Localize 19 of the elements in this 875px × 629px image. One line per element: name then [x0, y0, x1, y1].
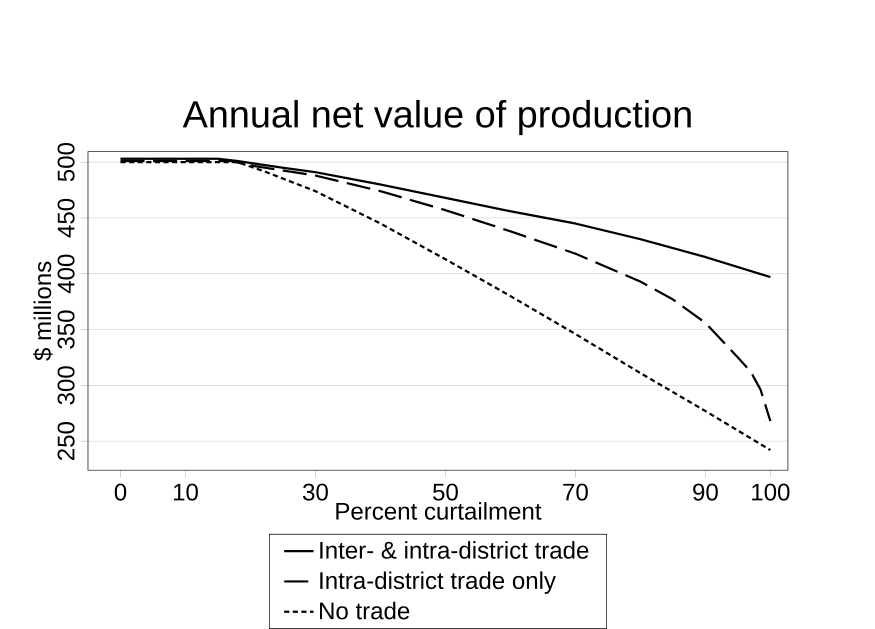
y-axis-title: $ millions [33, 262, 53, 361]
legend-label: Intra-district trade only [320, 571, 556, 594]
x-tick-label: 70 [563, 484, 588, 501]
y-tick-label: 500 [58, 143, 75, 182]
x-tick-label: 30 [302, 484, 328, 501]
x-tick-label: 50 [433, 484, 458, 501]
x-axis-title: Percent curtailment [336, 502, 542, 520]
y-tick-label: 250 [58, 422, 75, 460]
y-tick-label: 350 [58, 310, 75, 349]
x-tick-label: 90 [693, 484, 718, 501]
chart-title: Annual net value of production [182, 100, 691, 136]
legend-label: Inter- & intra-district trade [320, 541, 588, 559]
y-tick-label: 450 [58, 198, 75, 238]
legend-label: No trade [320, 602, 410, 620]
y-tick-label: 300 [58, 366, 75, 405]
x-tick-label: 100 [752, 484, 790, 501]
x-tick-label: 10 [174, 484, 198, 501]
y-tick-label: 400 [58, 254, 75, 294]
x-tick-label: 0 [114, 484, 126, 501]
